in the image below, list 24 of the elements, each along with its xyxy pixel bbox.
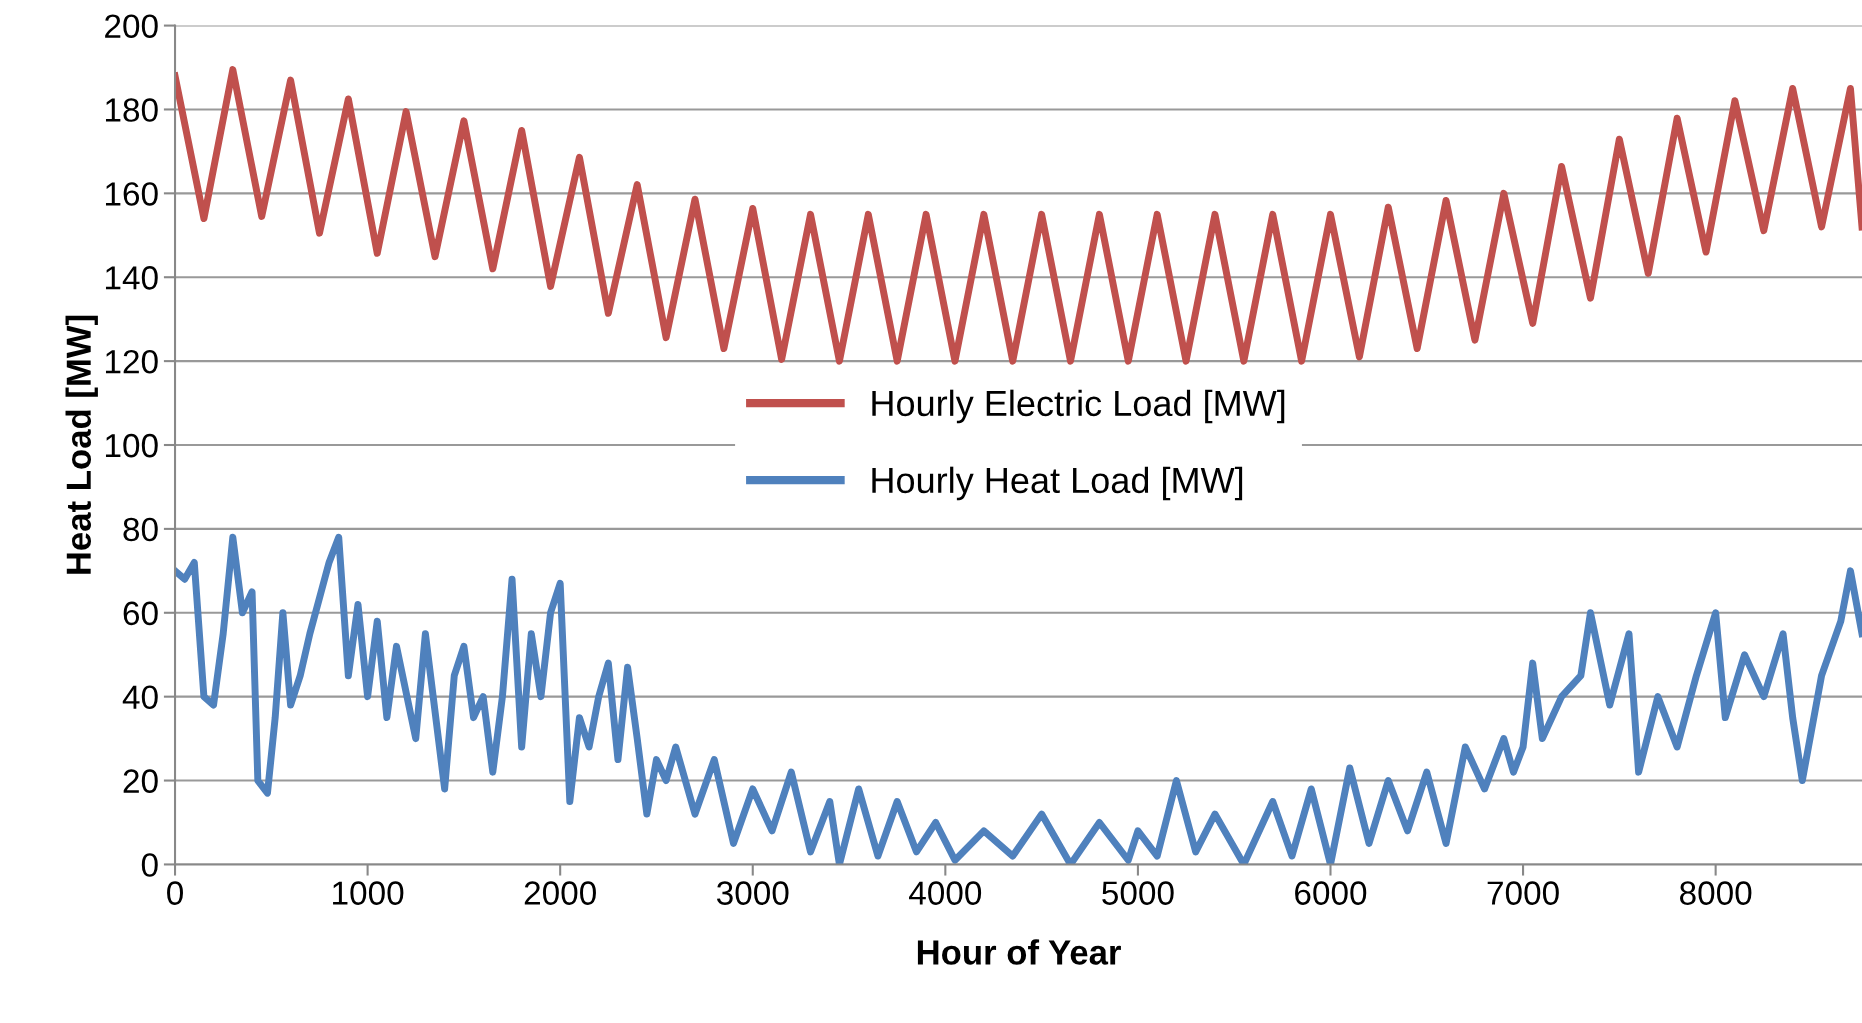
y-tick-label: 200 xyxy=(105,14,158,38)
y-tick-label: 40 xyxy=(122,685,158,710)
x-tick-label: 4000 xyxy=(909,881,982,905)
y-tick-label: 100 xyxy=(105,433,158,458)
x-axis-title: Hour of Year xyxy=(917,939,1121,965)
x-tick-label: 1000 xyxy=(333,881,404,905)
legend-label: Hourly Electric Load [MW] xyxy=(872,389,1285,424)
y-tick-label: 60 xyxy=(123,601,158,626)
y-tick-label: 180 xyxy=(105,98,158,122)
y-tick-label: 120 xyxy=(105,349,158,374)
y-tick-label: 160 xyxy=(105,182,158,206)
y-tick-label: 20 xyxy=(123,769,158,793)
x-tick-label: 0 xyxy=(167,881,183,905)
y-tick-label: 0 xyxy=(141,853,158,877)
y-axis-title: Heat Load [MW] xyxy=(65,315,98,574)
y-tick-label: 80 xyxy=(123,517,158,542)
x-tick-label: 3000 xyxy=(716,881,789,905)
x-tick-label: 8000 xyxy=(1680,881,1752,905)
legend-label: Hourly Heat Load [MW] xyxy=(872,466,1243,501)
x-tick-label: 6000 xyxy=(1295,881,1367,905)
x-tick-label: 5000 xyxy=(1102,881,1174,905)
x-tick-label: 7000 xyxy=(1487,881,1559,905)
x-tick-label: 2000 xyxy=(524,881,596,905)
y-tick-label: 140 xyxy=(105,266,158,290)
